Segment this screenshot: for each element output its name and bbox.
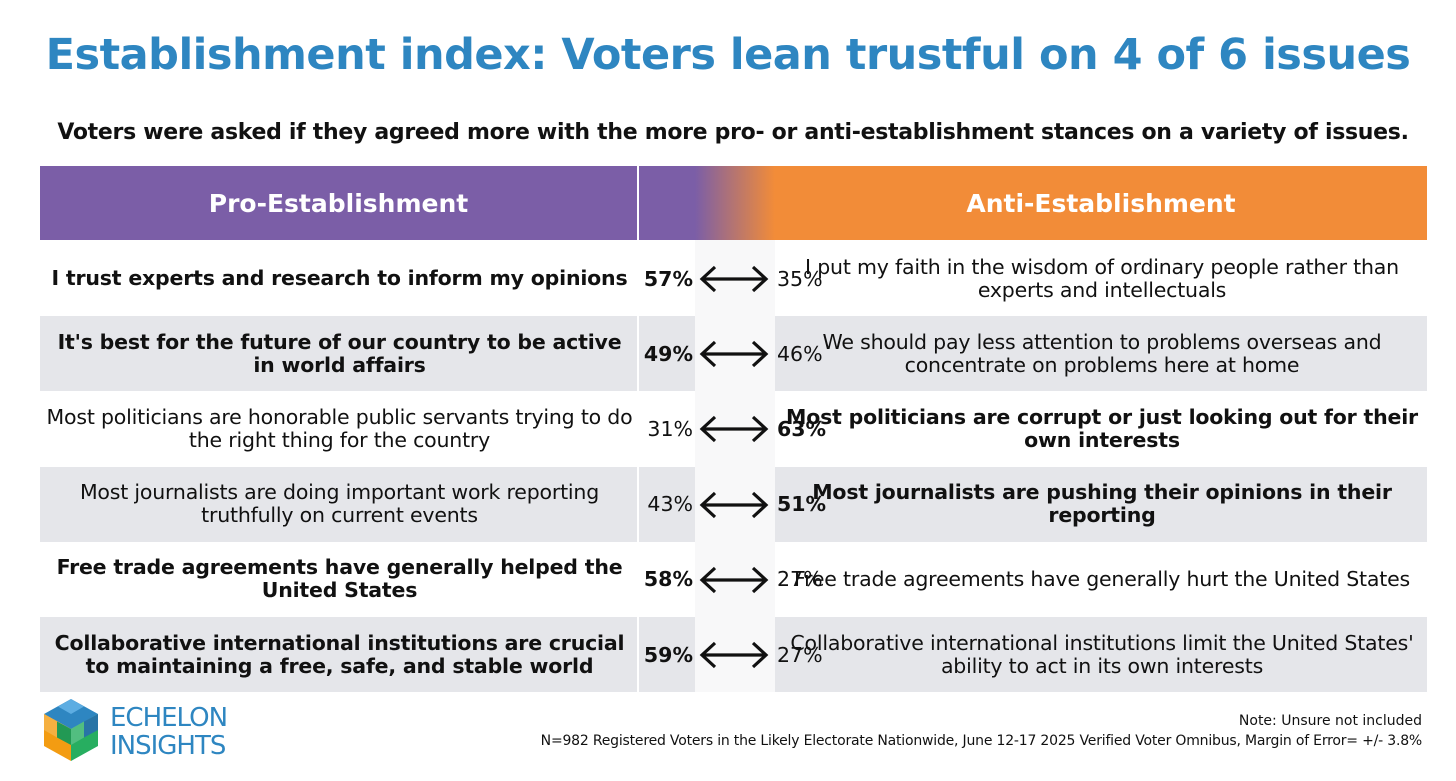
logo-text-line2: INSIGHTS (110, 731, 226, 761)
pro-header-extension (639, 166, 695, 240)
table-row: Free trade agreements have generally hel… (40, 542, 1427, 617)
pro-percentage: 49% (643, 341, 693, 366)
row-bg-right (775, 617, 1427, 692)
anti-percentage: 35% (777, 266, 823, 291)
row-bg-pct (639, 617, 695, 692)
anti-statement: Most journalists are pushing their opini… (812, 480, 1392, 528)
row-bg-left (40, 316, 637, 392)
arrow-column (695, 240, 775, 692)
anti-percentage: 51% (777, 492, 827, 517)
anti-establishment-header: Anti-Establishment (775, 166, 1427, 240)
row-bg-left (40, 617, 637, 692)
anti-percentage: 46% (777, 341, 823, 366)
double-arrow-icon (699, 416, 769, 443)
pro-statement: Free trade agreements have generally hel… (56, 555, 623, 603)
anti-statement: We should pay less attention to problems… (822, 329, 1382, 377)
pro-statement: Most journalists are doing important wor… (79, 480, 600, 528)
pro-statement: I trust experts and research to inform m… (51, 266, 628, 290)
row-bg-pct (639, 316, 695, 392)
anti-statement: I put my faith in the wisdom of ordinary… (805, 254, 1399, 302)
echelon-logo-icon (44, 699, 98, 761)
pro-percentage: 31% (647, 416, 693, 441)
pro-statement: Collaborative international institutions… (54, 630, 625, 678)
row-bg-right (775, 316, 1427, 392)
anti-statement: Free trade agreements have generally hur… (794, 566, 1410, 591)
pro-establishment-header: Pro-Establishment (40, 166, 637, 240)
double-arrow-icon (699, 491, 769, 518)
chart-title: Establishment index: Voters lean trustfu… (45, 30, 1411, 80)
header-gradient-divider (695, 166, 775, 240)
pro-percentage: 58% (643, 567, 693, 592)
double-arrow-icon (699, 265, 769, 293)
logo-text-line1: ECHELON (110, 703, 228, 733)
footnote: Note: Unsure not included (1238, 713, 1422, 729)
pro-statement: It's best for the future of our country … (57, 329, 622, 377)
double-arrow-icon (699, 566, 769, 593)
anti-percentage: 27% (777, 567, 823, 592)
pro-percentage: 59% (643, 642, 693, 667)
table-row: Most politicians are honorable public se… (40, 391, 1427, 466)
table-row: Collaborative international institutions… (40, 617, 1427, 692)
row-bg-right (775, 466, 1427, 542)
double-arrow-icon (699, 341, 769, 368)
pro-percentage: 57% (643, 266, 693, 291)
chart-subtitle: Voters were asked if they agreed more wi… (57, 120, 1409, 145)
source-note: N=982 Registered Voters in the Likely El… (540, 733, 1423, 749)
table-row: I trust experts and research to inform m… (40, 241, 1427, 316)
table-row: It's best for the future of our country … (40, 316, 1427, 392)
table-row: Most journalists are doing important wor… (40, 466, 1427, 542)
anti-statement: Most politicians are corrupt or just loo… (786, 404, 1418, 452)
double-arrow-icon (699, 641, 769, 669)
row-bg-left (40, 466, 637, 542)
anti-percentage: 27% (777, 642, 823, 667)
row-bg-pct (639, 466, 695, 542)
pro-statement: Most politicians are honorable public se… (46, 404, 633, 452)
anti-percentage: 63% (777, 416, 827, 441)
pro-percentage: 43% (647, 492, 693, 517)
anti-statement: Collaborative international institutions… (790, 630, 1414, 678)
